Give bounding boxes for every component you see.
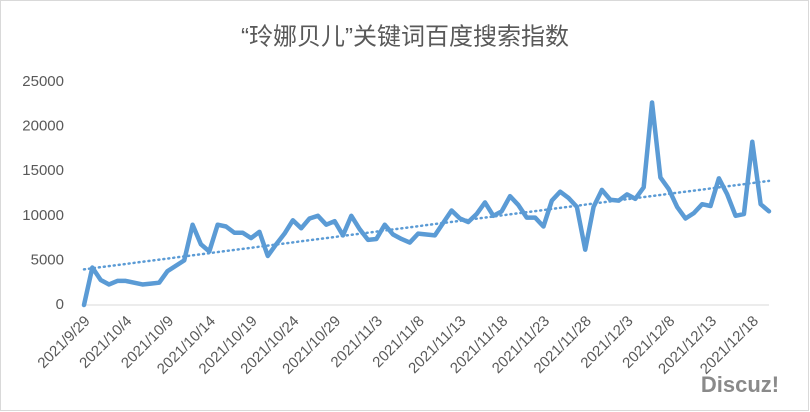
chart-title: “玲娜贝儿”关键词百度搜索指数 [241, 23, 569, 50]
data-line [81, 100, 772, 308]
y-tick-label: 25000 [22, 73, 64, 90]
y-tick-label: 10000 [22, 207, 64, 224]
y-tick-label: 15000 [22, 162, 64, 179]
y-tick-label: 5000 [31, 251, 64, 268]
y-tick-label: 20000 [22, 118, 64, 135]
y-tick-label: 0 [56, 296, 64, 313]
watermark: Discuz! [701, 372, 779, 397]
trendline [82, 179, 771, 271]
